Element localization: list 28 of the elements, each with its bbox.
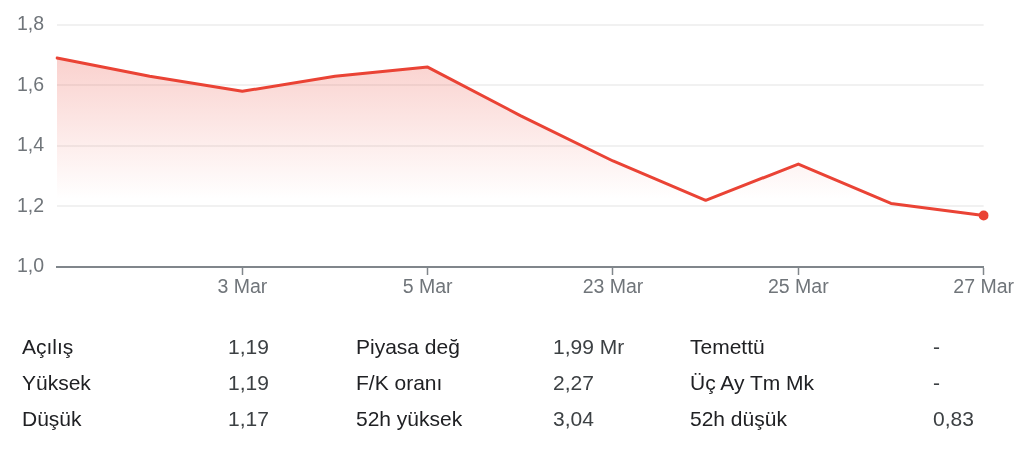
text: 2,27	[553, 371, 594, 395]
x-tick-label: 27 Mar	[953, 275, 1015, 298]
y-tick-label: 1,8	[16, 12, 44, 35]
text: 0,83	[933, 407, 974, 431]
text: 1,19	[228, 371, 269, 395]
y-tick-label: 1,6	[16, 72, 44, 95]
text: F/K oranı	[356, 371, 443, 395]
text: 1,19	[228, 335, 269, 359]
x-tick-label: 5 Mar	[402, 275, 454, 298]
text: -	[933, 335, 940, 359]
text: Düşük	[22, 407, 82, 431]
x-tick-label: 25 Mar	[767, 275, 830, 298]
text: Yüksek	[22, 371, 91, 395]
y-tick-label: 1,4	[16, 133, 45, 156]
text: Temettü	[690, 335, 765, 359]
x-tick-label: 23 Mar	[582, 275, 644, 298]
text: 52h yüksek	[356, 407, 463, 431]
text: Üç Ay Tm Mk	[690, 371, 815, 395]
text: 1,17	[228, 407, 269, 431]
text: Piyasa değ	[356, 335, 460, 359]
text: -	[933, 371, 940, 395]
y-tick-label: 1,2	[16, 193, 44, 216]
text: 1,99 Mr	[553, 335, 625, 359]
y-tick-label: 1,0	[16, 254, 45, 277]
text: 52h düşük	[690, 407, 787, 431]
text: 3,04	[553, 407, 594, 431]
text: Açılış	[22, 335, 74, 359]
x-tick-label: 3 Mar	[217, 275, 268, 298]
